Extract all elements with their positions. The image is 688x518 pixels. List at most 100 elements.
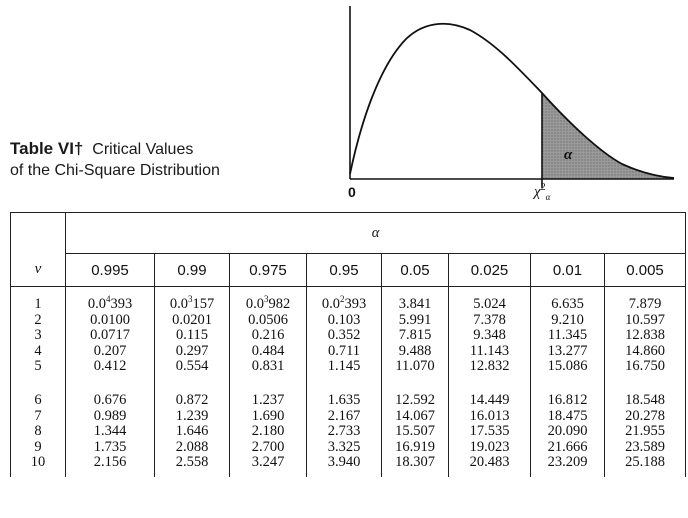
critical-value-cell: 0.115	[154, 328, 230, 344]
critical-value-cell: 20.483	[448, 455, 531, 471]
nu-header: ν	[10, 253, 66, 287]
critical-value-cell: 18.307	[381, 455, 449, 471]
critical-value-cell: 0.676	[65, 374, 155, 409]
zero-count-exponent: 3	[187, 294, 193, 305]
critical-value-cell: 0.216	[229, 328, 307, 344]
critical-value-cell: 1.735	[65, 439, 155, 456]
table-row: 1 0.04393 0.03157 0.03982 0.02393 3.841 5.024 6…	[10, 286, 686, 313]
table-row: 9 1.735 2.088 2.700 3.325 16.919 19.023 21.666 2…	[10, 439, 686, 456]
chi-square-density-figure: 0 α χ2α	[338, 6, 683, 216]
density-curve	[349, 22, 675, 179]
chi-superscript: 2	[540, 182, 546, 193]
critical-value-cell: 2.167	[306, 408, 382, 425]
tail-area-shading	[542, 93, 674, 179]
table-row: 4 0.207 0.297 0.484 0.711 9.488 11.143 13.277 14…	[10, 343, 686, 360]
table-row: 3 0.0717 0.115 0.216 0.352 7.815 9.348 11.345 12…	[10, 328, 686, 344]
critical-value-cell: 0.0506	[229, 312, 307, 329]
column-header-row: ν 0.995 0.99 0.975 0.95 0.05 0.025 0.01 0.005	[10, 253, 686, 287]
critical-value-cell: 5.991	[381, 312, 449, 329]
critical-value-cell: 0.03982	[229, 286, 307, 313]
critical-value-cell: 14.067	[381, 408, 449, 425]
critical-value-cell: 15.086	[530, 359, 605, 375]
critical-value-cell: 3.940	[306, 455, 382, 471]
critical-value-cell: 16.812	[530, 374, 605, 409]
critical-value-cell: 2.156	[65, 455, 155, 471]
critical-value-cell: 7.879	[604, 286, 686, 313]
chi-subscript: α	[545, 192, 551, 202]
value-prefix: 0.0	[321, 296, 340, 312]
critical-value-cell: 0.0201	[154, 312, 230, 329]
critical-value-cell: 3.325	[306, 439, 382, 456]
degrees-of-freedom-cell: 4	[10, 343, 66, 360]
critical-value-cell: 10.597	[604, 312, 686, 329]
critical-value-cell: 0.103	[306, 312, 382, 329]
critical-value-cell: 12.838	[604, 328, 686, 344]
critical-value-cell: 0.484	[229, 343, 307, 360]
critical-value-cell: 0.554	[154, 359, 230, 375]
critical-value-cell: 13.277	[530, 343, 605, 360]
zero-count-exponent: 2	[339, 294, 345, 305]
critical-value-cell: 6.635	[530, 286, 605, 313]
critical-value-cell: 21.955	[604, 424, 686, 440]
table-row: 2 0.0100 0.0201 0.0506 0.103 5.991 7.378 9.210 1…	[10, 312, 686, 329]
critical-value-cell: 20.278	[604, 408, 686, 425]
critical-value-cell: 16.919	[381, 439, 449, 456]
table-row: 6 0.676 0.872 1.237 1.635 12.592 14.449 16.812 1…	[10, 374, 686, 409]
critical-value-cell: 1.237	[229, 374, 307, 409]
degrees-of-freedom-cell: 5	[10, 359, 66, 375]
title-line-1: Table VI† Critical Values	[10, 138, 220, 160]
critical-value-cell: 2.733	[306, 424, 382, 440]
critical-value-cell: 0.872	[154, 374, 230, 409]
table-title: Table VI† Critical Values of the Chi-Squ…	[10, 138, 220, 181]
degrees-of-freedom-cell: 7	[10, 408, 66, 425]
critical-value-cell: 2.180	[229, 424, 307, 440]
critical-value-cell: 18.548	[604, 374, 686, 409]
tail-area-label: α	[564, 147, 573, 163]
critical-value-cell: 12.832	[448, 359, 531, 375]
critical-value-cell: 16.750	[604, 359, 686, 375]
critical-value-cell: 11.345	[530, 328, 605, 344]
value-prefix: 0.0	[169, 296, 188, 312]
value-digits: 982	[268, 296, 291, 312]
critical-value-cell: 2.700	[229, 439, 307, 456]
critical-value-cell: 0.02393	[306, 286, 382, 313]
chi-symbol: χ	[534, 184, 541, 200]
value-prefix: 0.0	[245, 296, 264, 312]
critical-value-cell: 1.239	[154, 408, 230, 425]
zero-count-exponent: 3	[263, 294, 269, 305]
critical-value-cell: 7.815	[381, 328, 449, 344]
degrees-of-freedom-cell: 3	[10, 328, 66, 344]
critical-value-cell: 3.841	[381, 286, 449, 313]
degrees-of-freedom-cell: 10	[10, 455, 66, 471]
degrees-of-freedom-cell: 8	[10, 424, 66, 440]
critical-value-cell: 11.143	[448, 343, 531, 360]
column-header-alpha: 0.975	[229, 253, 307, 287]
critical-value-cell: 21.666	[530, 439, 605, 456]
critical-value-cell: 5.024	[448, 286, 531, 313]
column-header-alpha: 0.995	[65, 253, 155, 287]
critical-value-cell: 9.488	[381, 343, 449, 360]
critical-value-cell: 0.0100	[65, 312, 155, 329]
column-header-alpha: 0.025	[448, 253, 531, 287]
critical-value-cell: 2.088	[154, 439, 230, 456]
critical-value-cell: 23.209	[530, 455, 605, 471]
critical-value-cell: 9.210	[530, 312, 605, 329]
critical-value-cell: 0.412	[65, 359, 155, 375]
column-header-alpha: 0.005	[604, 253, 686, 287]
critical-value-cell: 3.247	[229, 455, 307, 471]
critical-value-cell: 1.635	[306, 374, 382, 409]
critical-value-cell: 1.646	[154, 424, 230, 440]
origin-label: 0	[348, 184, 356, 200]
critical-value-cell: 18.475	[530, 408, 605, 425]
critical-value-cell: 0.831	[229, 359, 307, 375]
table-row: 5 0.412 0.554 0.831 1.145 11.070 12.832 15.086 1…	[10, 359, 686, 375]
table-bottom-padding	[10, 470, 686, 477]
critical-value-cell: 0.04393	[65, 286, 155, 313]
column-header-alpha: 0.95	[306, 253, 382, 287]
value-digits: 393	[344, 296, 367, 312]
critical-value-cell: 0.03157	[154, 286, 230, 313]
critical-value-cell: 0.0717	[65, 328, 155, 344]
column-header-alpha: 0.05	[381, 253, 449, 287]
critical-value-cell: 0.711	[306, 343, 382, 360]
table-row: 8 1.344 1.646 2.180 2.733 15.507 17.535 20.090 2…	[10, 424, 686, 440]
